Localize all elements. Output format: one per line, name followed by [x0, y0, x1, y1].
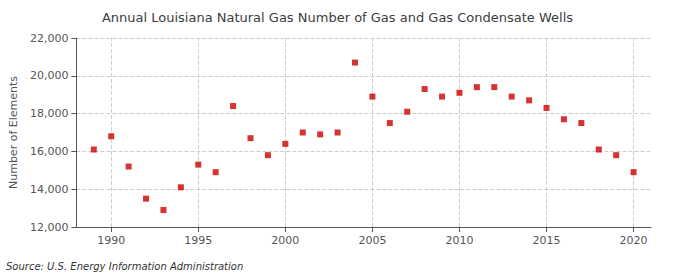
svg-text:Annual Louisiana Natural Gas N: Annual Louisiana Natural Gas Number of G…: [102, 10, 573, 25]
svg-text:2015: 2015: [533, 234, 561, 247]
svg-text:Number of Elements: Number of Elements: [7, 76, 20, 189]
svg-text:Source: U.S. Energy Informatio: Source: U.S. Energy Information Administ…: [6, 261, 243, 272]
svg-text:1990: 1990: [97, 234, 125, 247]
svg-text:1995: 1995: [184, 234, 212, 247]
svg-text:2010: 2010: [445, 234, 473, 247]
svg-text:20,000: 20,000: [30, 69, 69, 82]
svg-text:2005: 2005: [358, 234, 386, 247]
svg-text:12,000: 12,000: [30, 221, 69, 234]
svg-text:16,000: 16,000: [30, 145, 69, 158]
svg-text:14,000: 14,000: [30, 183, 69, 196]
svg-text:18,000: 18,000: [30, 107, 69, 120]
svg-text:2020: 2020: [620, 234, 648, 247]
svg-text:22,000: 22,000: [30, 32, 69, 45]
svg-text:2000: 2000: [271, 234, 299, 247]
